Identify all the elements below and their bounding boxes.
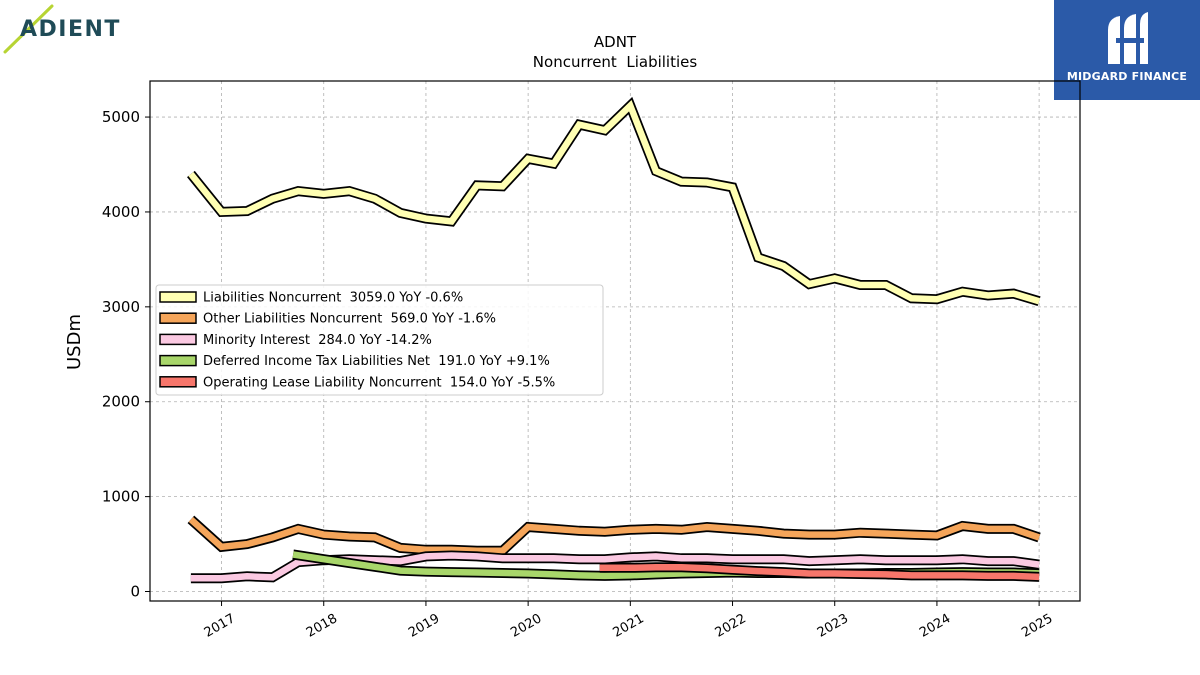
x-tick-label: 2017 — [202, 611, 238, 641]
y-tick-label: 3000 — [102, 298, 140, 316]
plot-frame — [149, 80, 1081, 602]
legend-swatch-0 — [159, 291, 197, 303]
x-tick-label: 2025 — [1019, 611, 1055, 641]
y-tick-label: 0 — [130, 583, 140, 601]
legend-swatch-4 — [159, 376, 197, 388]
legend-box — [155, 284, 604, 396]
legend-label-3: Deferred Income Tax Liabilities Net 191.… — [203, 354, 550, 369]
y-axis-label: USDm — [64, 314, 85, 370]
x-tick-label: 2018 — [304, 611, 340, 641]
legend-label-4: Operating Lease Liability Noncurrent 154… — [203, 375, 555, 390]
series-lines — [187, 96, 1041, 584]
sponsor-mark-icon — [1108, 12, 1148, 64]
legend-label-1: Other Liabilities Noncurrent 569.0 YoY -… — [203, 312, 496, 327]
legend-swatch-2 — [159, 333, 197, 346]
x-tick-label: 2020 — [508, 611, 544, 641]
chart-subtitle: Noncurrent Liabilities — [533, 53, 698, 71]
x-tick-label: 2024 — [917, 611, 953, 641]
y-tick-label: 1000 — [102, 488, 140, 506]
series-line-4 — [599, 564, 1040, 581]
x-tick-label: 2021 — [610, 611, 646, 641]
x-tick-label: 2023 — [815, 611, 851, 641]
legend-label-2: Minority Interest 284.0 YoY -14.2% — [203, 333, 432, 348]
adient-logo — [3, 4, 54, 54]
brand-name: ADIENT — [20, 17, 121, 42]
chart-title: ADNT — [594, 33, 637, 51]
series-line-1 — [188, 516, 1041, 554]
legend-swatch-3 — [159, 354, 197, 367]
x-tick-label: 2019 — [406, 611, 442, 641]
series-line-0 — [188, 99, 1041, 305]
sponsor-logo: MIDGARD FINANCE — [1054, 0, 1200, 100]
legend: Liabilities Noncurrent 3059.0 YoY -0.6% O… — [155, 284, 604, 396]
x-tick-label: 2022 — [713, 611, 749, 641]
sponsor-name: MIDGARD FINANCE — [1066, 70, 1188, 83]
legend-label-0: Liabilities Noncurrent 3059.0 YoY -0.6% — [203, 291, 463, 306]
series-line-outline-0 — [187, 96, 1041, 306]
y-tick-label: 5000 — [102, 108, 140, 126]
logo-slash — [3, 4, 54, 54]
y-tick-label: 4000 — [102, 203, 140, 221]
legend-swatch-1 — [159, 312, 197, 324]
y-tick-label: 2000 — [102, 393, 140, 411]
